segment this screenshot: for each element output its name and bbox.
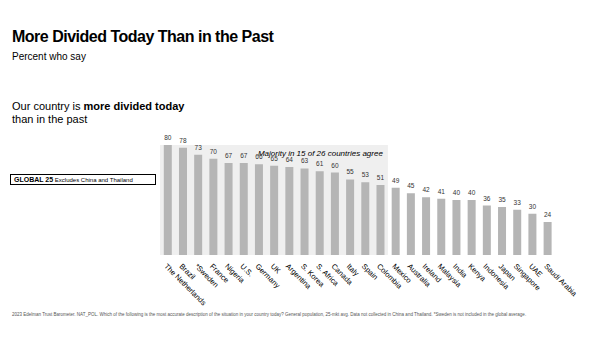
svg-text:Indonesia: Indonesia [481,261,511,292]
svg-text:51: 51 [377,174,385,181]
svg-text:40: 40 [468,189,476,196]
svg-text:Germany: Germany [254,262,282,290]
svg-text:Italy: Italy [345,262,361,278]
svg-text:55: 55 [346,168,354,175]
svg-text:UAE: UAE [527,262,544,279]
svg-text:36: 36 [483,195,491,202]
svg-text:S. Korea: S. Korea [299,261,327,289]
svg-text:Saudi Arabia: Saudi Arabia [542,262,579,299]
svg-text:42: 42 [422,186,430,193]
svg-text:45: 45 [407,182,415,189]
svg-text:Ireland: Ireland [420,261,444,285]
svg-text:Canada: Canada [329,261,355,287]
html-text:GLOBAL 25 Excludes China and T: GLOBAL 25 Excludes China and Thailand [14,176,133,183]
svg-text:80: 80 [164,134,172,141]
svg-text:Japan: Japan [496,261,518,283]
svg-text:66: 66 [255,153,263,160]
html-text:than in the past: than in the past [12,113,88,125]
svg-text:33: 33 [514,199,522,206]
svg-text:Malaysia: Malaysia [435,261,464,290]
svg-text:35: 35 [498,196,506,203]
svg-text:France: France [208,261,231,285]
svg-text:53: 53 [362,171,370,178]
svg-text:Nigeria: Nigeria [223,261,247,285]
svg-text:Argentina: Argentina [284,261,313,291]
svg-text:70: 70 [210,148,218,155]
svg-text:30: 30 [529,203,537,210]
html-text:More Divided Today Than in the: More Divided Today Than in the Past [12,28,274,45]
svg-text:64: 64 [286,156,294,163]
svg-text:73: 73 [195,144,203,151]
svg-text:78: 78 [179,137,187,144]
svg-text:S. Africa: S. Africa [314,261,341,288]
html-text:Our country is more divided to: Our country is more divided today [12,100,185,112]
svg-text:Australia: Australia [405,261,433,289]
svg-text:40: 40 [453,189,461,196]
svg-text:Spain: Spain [360,262,380,282]
svg-text:61: 61 [316,160,324,167]
svg-text:Kenya: Kenya [466,261,488,284]
svg-text:India: India [451,262,469,280]
svg-text:Brazil: Brazil [178,262,198,282]
html-text:2023 Edelman Trust Barometer.: 2023 Edelman Trust Barometer. NAT_POL. W… [12,312,527,317]
svg-text:49: 49 [392,177,400,184]
svg-text:*Sweden: *Sweden [192,261,221,290]
html-text:Percent who say: Percent who say [12,51,86,62]
svg-text:Mexico: Mexico [390,261,414,285]
svg-text:67: 67 [225,152,233,159]
svg-text:UK: UK [269,262,283,276]
svg-text:Singapore: Singapore [511,261,543,293]
svg-text:63: 63 [301,157,309,164]
svg-text:24: 24 [544,211,552,218]
svg-text:60: 60 [331,162,339,169]
svg-text:67: 67 [240,152,248,159]
svg-text:U.S.: U.S. [238,262,255,279]
svg-text:Majority in 15 of 26 countries: Majority in 15 of 26 countries agree [257,148,383,158]
svg-text:65: 65 [271,155,279,162]
svg-text:The Netherlands: The Netherlands [162,261,208,308]
svg-text:41: 41 [438,188,446,195]
svg-text:Colombia: Colombia [375,261,404,291]
